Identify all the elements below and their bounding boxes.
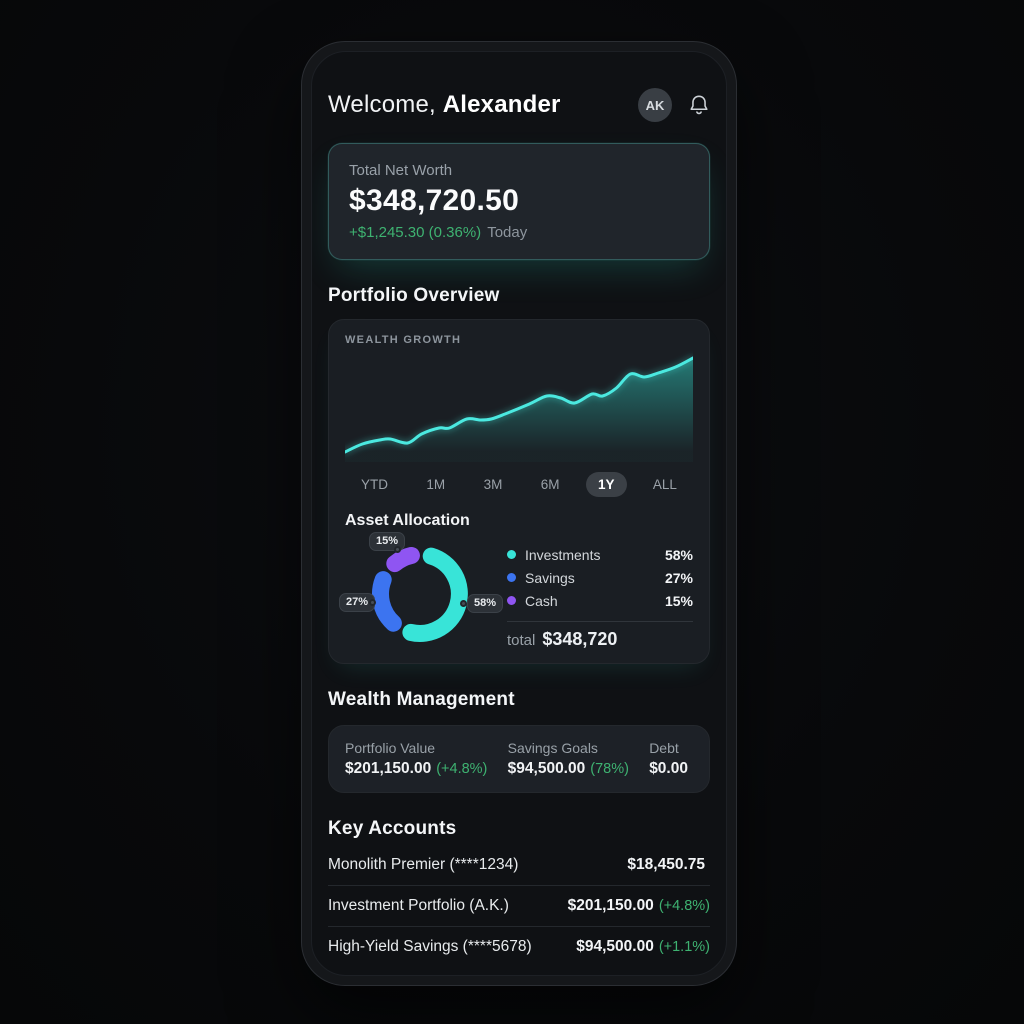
donut-rings <box>372 546 468 642</box>
stat-value: $0.00 <box>649 760 688 777</box>
stat-value: $94,500.00 <box>507 760 586 777</box>
donut-segment-cash <box>386 546 420 573</box>
allocation-total: total $348,720 <box>507 629 693 650</box>
range-button-ytd[interactable]: YTD <box>349 472 400 497</box>
legend-pct: 15% <box>664 592 693 609</box>
account-row-high-yield-savings[interactable]: High-Yield Savings (****5678) $94,500.00… <box>328 926 710 967</box>
notifications-bell-icon[interactable] <box>688 93 710 117</box>
stat-value: $201,150.00 <box>345 760 432 777</box>
account-name: High-Yield Savings (****5678) <box>328 938 532 955</box>
stat-label: Debt <box>649 740 679 756</box>
header-actions: AK <box>638 88 710 122</box>
greeting-text: Welcome, <box>328 91 436 118</box>
account-value: $94,500.00 <box>576 938 654 955</box>
stat-debt: Debt $0.00 <box>649 740 693 778</box>
allocation-donut-chart: 15% 27% 58% <box>339 532 504 649</box>
callout-investments-pct: 58% <box>467 594 504 613</box>
range-button-1y[interactable]: 1Y <box>585 472 627 497</box>
avatar[interactable]: AK <box>638 88 672 122</box>
legend-label: Investments <box>525 546 601 563</box>
wealth-management-title: Wealth Management <box>328 689 515 710</box>
asset-allocation-title: Asset Allocation <box>345 512 470 529</box>
account-value: $18,450.75 <box>627 856 705 873</box>
net-worth-change-amount: +$1,245.30 (0.36%) <box>349 224 482 241</box>
header: Welcome, Alexander AK <box>328 88 710 122</box>
key-accounts-list: Monolith Premier (****1234) $18,450.75 I… <box>328 845 710 967</box>
legend-label: Cash <box>525 592 558 609</box>
donut-segment-investments <box>402 547 468 642</box>
legend-dot-savings <box>507 573 516 582</box>
account-value: $201,150.00 <box>567 897 654 914</box>
range-button-all[interactable]: ALL <box>641 472 689 497</box>
stat-extra: (78%) <box>590 761 629 777</box>
legend-pct: 58% <box>664 546 693 563</box>
allocation-legend: Investments 58% Savings 27% Cash 15% <box>507 539 693 650</box>
growth-line <box>345 356 693 454</box>
net-worth-label: Total Net Worth <box>349 162 453 179</box>
portfolio-overview-title: Portfolio Overview <box>328 285 500 306</box>
stat-label: Savings Goals <box>507 740 598 756</box>
account-name: Investment Portfolio (A.K.) <box>328 897 509 914</box>
net-worth-change: +$1,245.30 (0.36%) Today <box>349 224 689 241</box>
net-worth-value: $348,720.50 <box>349 184 520 217</box>
wealth-management-card: Portfolio Value $201,150.00 (+4.8%) Savin… <box>328 725 710 793</box>
asset-allocation-row: 15% 27% 58% Investments 58% <box>339 532 693 650</box>
legend-item-investments: Investments 58% <box>507 543 693 566</box>
stat-extra: (+4.8%) <box>436 761 488 777</box>
legend-item-cash: Cash 15% <box>507 589 693 612</box>
key-accounts-title: Key Accounts <box>328 818 457 839</box>
net-worth-card[interactable]: Total Net Worth $348,720.50 +$1,245.30 (… <box>328 143 710 260</box>
app-screen: Welcome, Alexander AK Total Net Worth $3… <box>311 51 727 976</box>
callout-dot-cash <box>394 546 401 553</box>
account-extra: (+1.1%) <box>658 939 710 955</box>
callout-dot-investments <box>460 600 467 607</box>
stat-portfolio-value: Portfolio Value $201,150.00 (+4.8%) <box>345 740 487 778</box>
page-title: Welcome, Alexander <box>328 91 561 119</box>
legend-pct: 27% <box>664 569 693 586</box>
portfolio-card: WEALTH GROWTH YTD <box>328 319 710 664</box>
account-row-monolith-premier[interactable]: Monolith Premier (****1234) $18,450.75 <box>328 845 710 885</box>
legend-dot-investments <box>507 550 516 559</box>
account-row-investment-portfolio[interactable]: Investment Portfolio (A.K.) $201,150.00(… <box>328 885 710 926</box>
time-range-selector: YTD 1M 3M 6M 1Y ALL <box>349 472 689 497</box>
phone-frame: Welcome, Alexander AK Total Net Worth $3… <box>301 41 737 986</box>
account-name: Monolith Premier (****1234) <box>328 856 519 873</box>
callout-savings-pct: 27% <box>339 593 376 612</box>
stat-label: Portfolio Value <box>345 740 436 756</box>
legend-divider <box>507 621 693 622</box>
range-button-1m[interactable]: 1M <box>414 472 457 497</box>
total-value: $348,720 <box>542 629 618 649</box>
app-content: Welcome, Alexander AK Total Net Worth $3… <box>312 88 726 967</box>
range-button-6m[interactable]: 6M <box>529 472 572 497</box>
donut-segment-savings <box>372 571 402 632</box>
wealth-growth-chart <box>345 356 693 462</box>
user-name: Alexander <box>442 91 561 118</box>
net-worth-change-period: Today <box>487 224 528 241</box>
stat-savings-goals: Savings Goals $94,500.00 (78%) <box>508 740 629 778</box>
range-button-3m[interactable]: 3M <box>472 472 515 497</box>
callout-dot-savings <box>369 599 376 606</box>
wealth-growth-label: WEALTH GROWTH <box>345 334 462 346</box>
account-extra: (+4.8%) <box>658 898 710 914</box>
legend-item-savings: Savings 27% <box>507 566 693 589</box>
legend-label: Savings <box>525 569 575 586</box>
legend-dot-cash <box>507 596 516 605</box>
total-label: total <box>507 632 536 649</box>
